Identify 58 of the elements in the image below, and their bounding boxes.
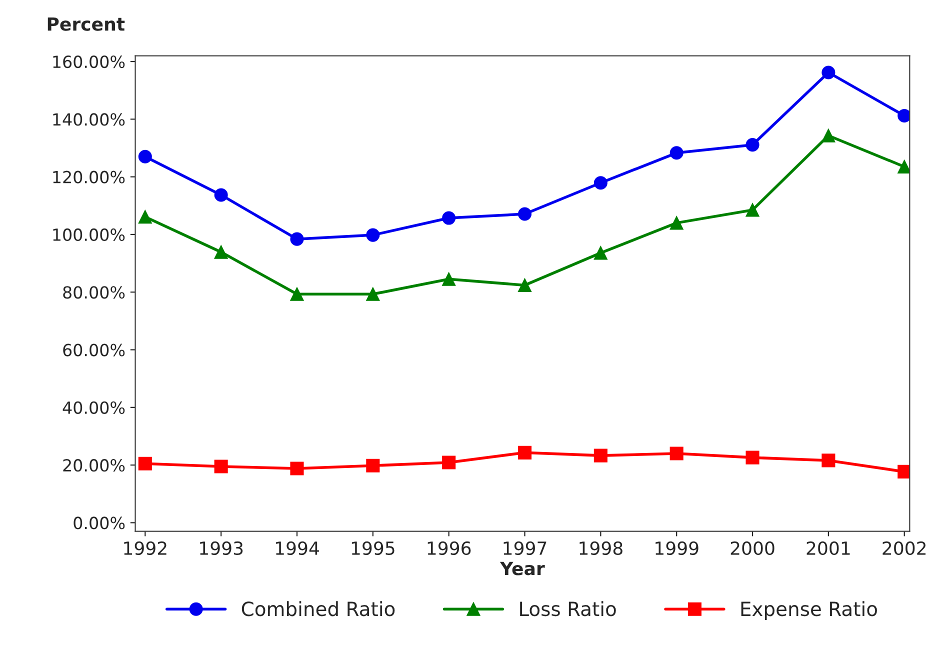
point <box>670 216 684 230</box>
point <box>138 150 152 164</box>
x-tick-label: 2002 <box>882 541 926 556</box>
point <box>898 464 910 478</box>
point <box>822 454 836 468</box>
point <box>290 462 304 476</box>
point <box>822 66 836 80</box>
point <box>670 446 684 460</box>
point <box>214 188 228 202</box>
x-tick-label: 1992 <box>124 541 166 556</box>
point <box>518 278 532 292</box>
y-tick-label: 40.00% <box>62 401 125 414</box>
y-tick-label: 160.00% <box>53 55 125 68</box>
point <box>442 456 456 470</box>
x-tick-label: 1999 <box>656 541 698 556</box>
x-tick-label: 1997 <box>504 541 546 556</box>
point <box>214 245 228 259</box>
y-axis-title: Percent <box>48 17 125 31</box>
point <box>898 108 910 122</box>
x-tick-label: 1996 <box>428 541 471 556</box>
point <box>594 448 608 462</box>
point <box>290 232 304 246</box>
point <box>366 458 380 472</box>
point <box>214 460 228 474</box>
point <box>746 138 760 152</box>
point <box>442 211 456 225</box>
x-tick-label: 1994 <box>276 541 319 556</box>
point <box>290 287 304 301</box>
point <box>898 160 910 174</box>
point <box>442 272 456 286</box>
point <box>138 456 152 470</box>
point <box>518 446 532 460</box>
x-tick-label: 2001 <box>806 541 850 556</box>
x-axis-title: Year <box>500 562 545 576</box>
y-tick-label: 80.00% <box>63 286 125 299</box>
x-tick-label: 1998 <box>580 541 622 556</box>
point <box>366 228 380 242</box>
point <box>746 203 760 217</box>
y-tick-label: 120.00% <box>53 170 125 184</box>
point <box>518 207 532 221</box>
legend-label: Expense Ratio <box>741 601 877 620</box>
x-tick-label: 1993 <box>200 541 243 556</box>
point <box>670 146 684 160</box>
x-tick-label: 1995 <box>352 541 394 556</box>
point <box>746 450 760 464</box>
point <box>366 287 380 301</box>
y-tick-label: 140.00% <box>53 113 125 126</box>
y-tick-label: 100.00% <box>53 228 125 242</box>
legend-label: Combined Ratio <box>242 601 395 616</box>
x-tick-label: 2000 <box>730 541 774 556</box>
y-tick-label: 0.00% <box>74 516 125 530</box>
point <box>822 128 836 142</box>
y-tick-label: 20.00% <box>63 459 125 472</box>
point <box>594 176 608 190</box>
point <box>138 210 152 224</box>
point <box>594 246 608 260</box>
legend-label: Loss Ratio <box>520 601 616 616</box>
y-tick-label: 60.00% <box>63 344 125 356</box>
